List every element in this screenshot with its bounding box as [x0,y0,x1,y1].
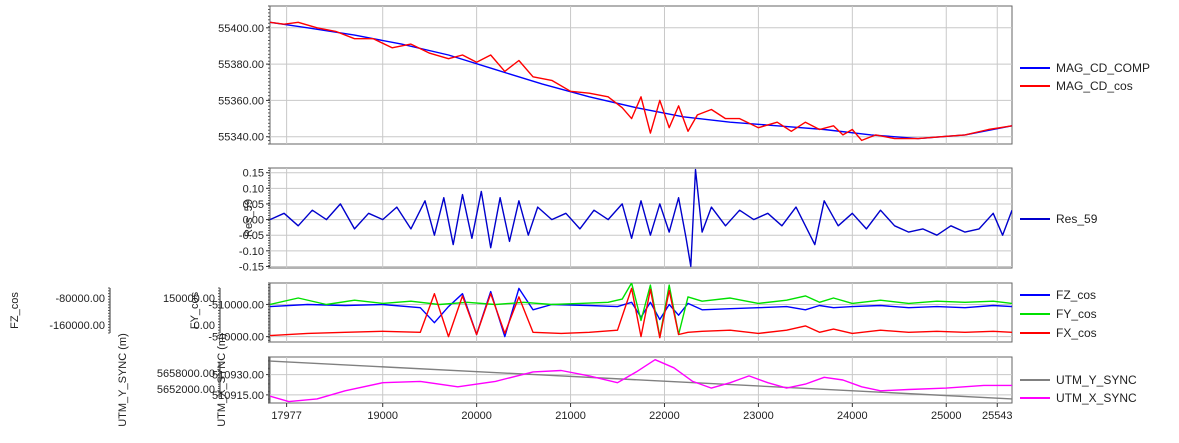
legend-label: UTM_Y_SYNC [1056,373,1137,387]
y-axis-label: UTM_X_SYNC (m) [216,333,228,427]
y-tick-label: 55380.00 [218,59,264,71]
legend-label: UTM_X_SYNC [1056,391,1137,405]
series-line-utm-y-sync [270,360,1012,400]
legend-entry-res-59: Res_59 [1020,212,1098,226]
series-line-res-59 [270,168,1012,268]
secondary-tick-label: -160000.00 [49,320,105,332]
y-tick-label: 510915.00 [212,390,264,402]
secondary-axis-fz-cos: -80000.00 -160000.00 FZ_cos [9,287,111,334]
legend-label: Res_59 [1056,212,1098,226]
secondary-tick-label: -80000.00 [55,293,105,305]
y-tick-label: 0.05 [243,199,264,211]
secondary-axis-label: UTM_Y_SYNC (m) [117,333,129,427]
secondary-axis-label: FZ_cos [9,292,21,329]
legend-entry-fz-cos: FZ_cos [1020,288,1096,302]
panel-2: 0.15 0.10 0.05 0.00 -0.05 -0.10 -0.15 Res_59 Res… [239,167,1098,273]
x-tick-label: 23000 [743,410,774,422]
x-tick-label: 25543 [982,410,1013,422]
legend-label: FZ_cos [1056,288,1096,302]
x-tick-label: 21000 [555,410,586,422]
legend-entry-utm-x-sync: UTM_X_SYNC [1020,391,1137,405]
secondary-axis-label: FY_cos [189,291,201,329]
secondary-tick-label: 5652000.00 [157,384,215,396]
y-tick-label: -0.10 [239,246,264,258]
series-line-fz-cos [270,287,1012,338]
series-line-fx-cos [270,287,1012,339]
y-tick-label: 0.10 [243,183,264,195]
legend-entry-fx-cos: FX_cos [1020,326,1097,340]
y-tick-label: 510930.00 [212,370,264,382]
y-tick-label: 55400.00 [218,23,264,35]
y-tick-label: 55360.00 [218,95,264,107]
legend-label: FX_cos [1056,326,1097,340]
y-tick-label: -0.15 [239,261,264,273]
plot-area [269,5,1013,145]
y-axis-label: Res_59 [243,199,255,237]
y-tick-label: 0.15 [243,168,264,180]
legend-entry-fy-cos: FY_cos [1020,307,1097,321]
secondary-tick-label: 0.00 [194,320,215,332]
y-tick-label: -0.05 [239,230,264,242]
x-tick-label: 17977 [271,410,302,422]
x-tick-label: 24000 [837,410,868,422]
y-tick-label: 55340.00 [218,132,264,144]
plot-area [269,167,1013,269]
legend-label: MAG_CD_cos [1056,79,1133,93]
secondary-tick-label: 150000.00 [163,293,215,305]
y-tick-label: -510000.00 [208,299,264,311]
series-line-mag-cd-cos [270,21,1012,142]
x-tick-label: 20000 [461,410,492,422]
secondary-axis-utm-y-sync-m: 5658000.00 5652000.00 UTM_Y_SYNC (m) [117,333,221,427]
x-tick-label: 19000 [367,410,398,422]
panel-1: 55400.00 55380.00 55360.00 55340.00 MAG_CD_C… [218,5,1150,145]
legend-entry-utm-y-sync: UTM_Y_SYNC [1020,373,1137,387]
x-tick-label: 25000 [931,410,962,422]
legend-entry-mag-cd-cos: MAG_CD_cos [1020,79,1133,93]
secondary-tick-label: 5658000.00 [157,368,215,380]
panel-3: -510000.00-540000.00150000.000.00FY_cos-… [9,282,1097,344]
legend-entry-mag-cd-comp: MAG_CD_COMP [1020,61,1150,75]
y-tick-label: -540000.00 [208,332,264,344]
legend-label: MAG_CD_COMP [1056,61,1150,75]
x-tick-label: 22000 [649,410,680,422]
y-tick-label: 0.00 [243,215,264,227]
series-line-utm-x-sync [270,359,1012,403]
legend-label: FY_cos [1056,307,1097,321]
